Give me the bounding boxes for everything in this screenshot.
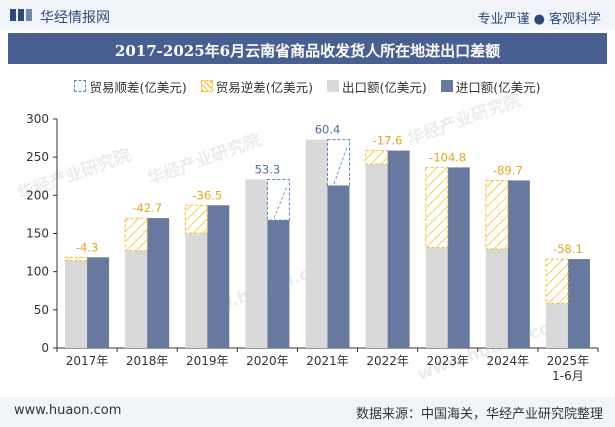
top-bar: 华经情报网 专业严谨 ● 客观科学 (0, 0, 615, 30)
import-bar (387, 150, 410, 348)
x-tick-label: 2017年 (66, 354, 109, 368)
export-bar (425, 247, 448, 348)
import-bar (327, 185, 350, 348)
deficit-bar (485, 179, 509, 250)
import-bar (447, 167, 470, 348)
bullet-icon: ● (533, 12, 545, 27)
deficit-bar (545, 258, 569, 304)
balance-data-label: -58.1 (553, 242, 583, 256)
x-tick-label: 2022年 (366, 354, 409, 368)
slogan: 专业严谨 ● 客观科学 (478, 8, 601, 27)
footer: www.huaon.com 数据来源：中国海关，华经产业研究院整理 (0, 397, 615, 427)
footer-url[interactable]: www.huaon.com (14, 403, 122, 418)
import-bar (207, 205, 230, 348)
y-tick-label: 250 (26, 150, 49, 164)
balance-data-label: -17.6 (373, 134, 403, 148)
x-tick-label: 2019年 (186, 354, 229, 368)
export-bar (185, 233, 208, 348)
legend-item-export: 出口额(亿美元) (327, 77, 427, 96)
surplus-hatch-line (333, 145, 348, 184)
deficit-bar (184, 204, 208, 234)
legend-item-deficit: 贸易逆差(亿美元) (200, 77, 313, 96)
surplus-hatch-line (273, 185, 288, 219)
y-tick-label: 0 (41, 341, 49, 355)
surplus-bar (327, 139, 350, 187)
x-tick-label: 2021年 (306, 354, 349, 368)
legend-label-deficit: 贸易逆差(亿美元) (215, 79, 313, 95)
y-tick-label: 300 (26, 112, 49, 126)
export-bar (65, 260, 88, 348)
x-tick-label: 2018年 (126, 354, 169, 368)
surplus-swatch-icon (74, 80, 87, 92)
export-swatch-icon (327, 80, 339, 92)
legend-label-import: 进口额(亿美元) (455, 79, 541, 95)
balance-data-label: -104.8 (429, 150, 466, 164)
balance-data-label: -36.5 (192, 188, 222, 202)
export-bar (365, 164, 388, 348)
export-bar (545, 303, 568, 348)
footer-source: 数据来源：中国海关，华经产业研究院整理 (355, 407, 603, 422)
watermark-text: 华经产业研究院 (405, 89, 524, 149)
legend-item-surplus: 贸易顺差(亿美元) (74, 77, 187, 96)
title-bar: 2017-2025年6月云南省商品收发货人所在地进出口差额 (8, 33, 607, 64)
legend-item-import: 进口额(亿美元) (440, 77, 541, 96)
deficit-bar (64, 256, 88, 262)
legend-label-surplus: 贸易顺差(亿美元) (89, 79, 187, 95)
x-tick-label: 2025年 (547, 354, 590, 368)
balance-data-label: -42.7 (132, 201, 162, 215)
y-tick-label: 150 (26, 227, 49, 241)
brand-name: 华经情报网 (40, 10, 110, 26)
x-tick-label: 2023年 (426, 354, 469, 368)
logo-icon (10, 9, 32, 21)
legend-label-export: 出口额(亿美元) (342, 79, 427, 95)
x-tick-label: 2024年 (487, 354, 530, 368)
import-bar (87, 257, 110, 348)
slogan-left: 专业严谨 (477, 12, 530, 27)
deficit-bar (365, 150, 389, 165)
import-bar (267, 220, 290, 348)
import-swatch-icon (440, 80, 453, 92)
y-tick-label: 100 (26, 265, 49, 279)
y-tick-label: 50 (34, 303, 49, 317)
chart-title: 2017-2025年6月云南省商品收发货人所在地进出口差额 (114, 42, 501, 60)
balance-data-label: 60.4 (315, 123, 341, 137)
export-bar (485, 248, 508, 348)
export-bar (125, 250, 148, 348)
x-tick-label: 1-6月 (552, 369, 584, 383)
export-bar (245, 179, 268, 348)
balance-data-label: -89.7 (493, 163, 523, 177)
balance-data-label: 53.3 (255, 162, 281, 176)
slogan-right: 客观科学 (548, 12, 601, 27)
import-bar (567, 259, 590, 348)
legend: 贸易顺差(亿美元) 贸易逆差(亿美元) 出口额(亿美元) 进口额(亿美元) (0, 77, 615, 95)
y-tick-label: 200 (26, 188, 49, 202)
deficit-bar (425, 166, 449, 248)
export-bar (305, 139, 328, 348)
balance-data-label: -4.3 (76, 240, 98, 254)
surplus-bar (266, 178, 290, 221)
deficit-bar (124, 217, 148, 252)
x-tick-label: 2020年 (246, 354, 289, 368)
import-bar (507, 180, 530, 348)
import-bar (147, 218, 170, 348)
deficit-swatch-icon (200, 80, 213, 92)
